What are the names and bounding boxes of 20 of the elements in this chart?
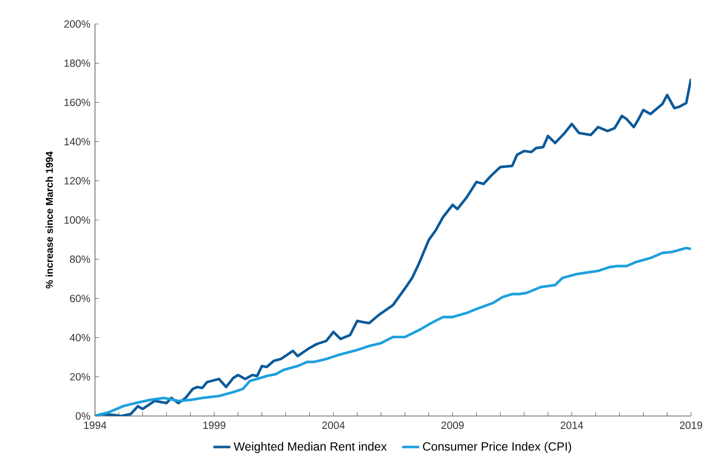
legend-label: Consumer Price Index (CPI) [423, 442, 572, 454]
y-tick-label: 80% [70, 256, 90, 263]
y-tick-label: 60% [70, 294, 90, 302]
x-tick-label: 1999 [203, 422, 226, 429]
y-tick-label: 40% [70, 334, 90, 342]
legend-label: Weighted Median Rent index [234, 442, 387, 454]
y-tick-label: 100% [64, 216, 90, 224]
y-tick-label: 200% [64, 20, 90, 28]
y-tick-label: 120% [64, 177, 90, 185]
x-tick-label: 2019 [680, 422, 702, 429]
x-tick-label: 1994 [84, 422, 106, 429]
y-tick-label: 20% [70, 373, 90, 381]
y-tick-label: 160% [64, 98, 90, 106]
x-tick-label: 2009 [442, 422, 464, 429]
y-tick-label: 0% [76, 412, 90, 420]
y-axis-title: % increase since March 1994 [46, 151, 53, 288]
y-tick-label: 180% [64, 60, 90, 67]
y-tick-label: 140% [64, 138, 90, 146]
x-tick-label: 2004 [322, 422, 345, 429]
x-tick-label: 2014 [560, 422, 584, 429]
